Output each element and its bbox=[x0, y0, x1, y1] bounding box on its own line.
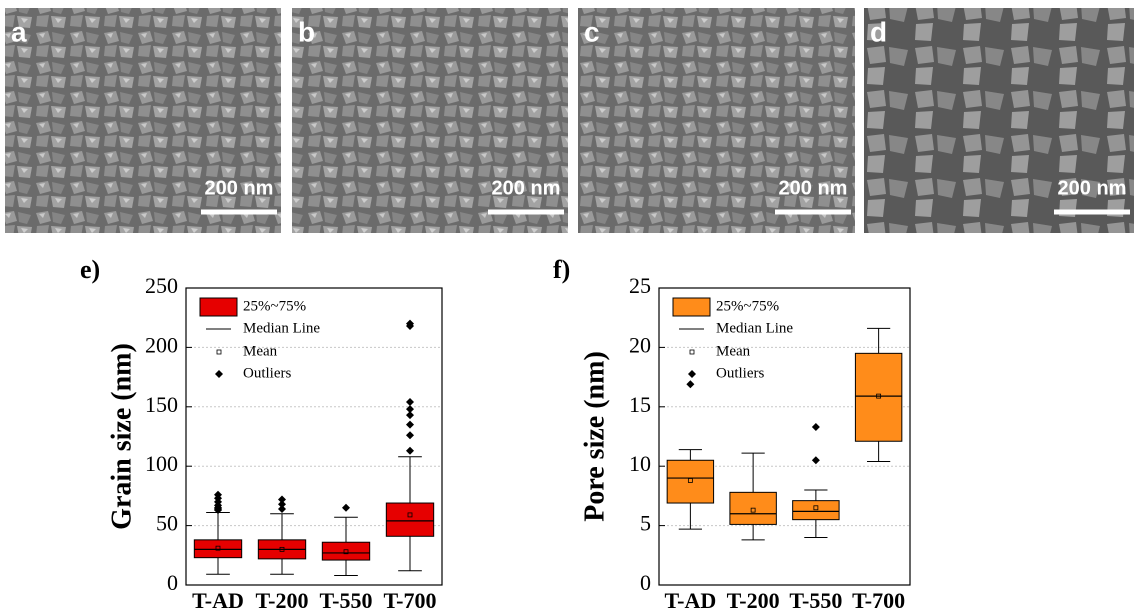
legend-outlier bbox=[688, 370, 696, 378]
y-tick-label: 0 bbox=[640, 570, 651, 595]
scale-bar-label: 200 nm bbox=[1058, 177, 1127, 199]
legend-label: 25%~75% bbox=[716, 298, 779, 314]
outlier bbox=[406, 319, 414, 328]
sem-image bbox=[5, 8, 281, 233]
outlier bbox=[406, 446, 414, 455]
outlier bbox=[811, 422, 820, 431]
mean bbox=[687, 478, 693, 483]
legend-label: Median Line bbox=[716, 320, 793, 336]
legend-label: Mean bbox=[716, 343, 751, 359]
sem-image bbox=[292, 8, 568, 233]
box bbox=[321, 541, 371, 561]
x-tick-label: T-700 bbox=[852, 588, 905, 613]
scale-bar-label: 200 nm bbox=[779, 177, 848, 199]
outlier bbox=[278, 495, 286, 504]
plot-frame bbox=[185, 287, 443, 586]
mean bbox=[813, 505, 819, 511]
y-tick-label: 10 bbox=[629, 451, 651, 476]
legend-outlier bbox=[215, 370, 223, 378]
panel-label: b bbox=[298, 16, 315, 47]
y-axis-title: Pore size (nm) bbox=[579, 351, 610, 522]
panel-label: c bbox=[584, 16, 600, 47]
legend-label: Outliers bbox=[716, 365, 764, 381]
panel-label: e) bbox=[80, 255, 100, 284]
mean bbox=[407, 512, 413, 518]
box bbox=[666, 459, 715, 504]
mean bbox=[876, 393, 882, 399]
panel-label: d bbox=[870, 16, 887, 47]
plot-frame bbox=[658, 287, 911, 586]
x-tick-label: T-AD bbox=[664, 588, 716, 613]
y-axis-title: Grain size (nm) bbox=[106, 343, 137, 530]
y-tick-label: 15 bbox=[629, 392, 651, 417]
x-tick-label: T-550 bbox=[789, 588, 842, 613]
y-tick-label: 150 bbox=[145, 392, 178, 417]
x-tick-label: T-200 bbox=[727, 588, 780, 613]
box bbox=[854, 352, 903, 442]
legend-mean bbox=[216, 349, 222, 355]
outlier bbox=[406, 431, 414, 440]
y-tick-label: 25 bbox=[629, 273, 651, 298]
scale-bar-label: 200 nm bbox=[205, 177, 274, 199]
outlier bbox=[686, 380, 695, 389]
mean bbox=[279, 546, 285, 552]
y-tick-label: 5 bbox=[640, 511, 651, 536]
box bbox=[385, 502, 435, 537]
legend-swatch bbox=[672, 297, 711, 317]
x-tick-label: T-700 bbox=[384, 588, 437, 613]
outlier bbox=[406, 411, 414, 420]
legend-label: Median Line bbox=[243, 320, 320, 336]
outlier bbox=[278, 500, 286, 509]
panel-label: a bbox=[11, 16, 27, 47]
mean bbox=[750, 507, 756, 513]
legend-swatch bbox=[199, 297, 238, 317]
outlier bbox=[811, 456, 820, 465]
y-tick-label: 100 bbox=[145, 451, 178, 476]
sem-image bbox=[578, 8, 855, 233]
x-tick-label: T-550 bbox=[320, 588, 373, 613]
y-tick-label: 250 bbox=[145, 273, 178, 298]
mean bbox=[343, 549, 349, 555]
y-tick-label: 50 bbox=[156, 511, 178, 536]
x-tick-label: T-AD bbox=[192, 588, 244, 613]
outlier bbox=[278, 504, 286, 513]
legend-mean bbox=[689, 349, 695, 355]
legend-label: Mean bbox=[243, 343, 278, 359]
outlier bbox=[406, 398, 414, 407]
outlier bbox=[342, 503, 350, 512]
x-tick-label: T-200 bbox=[256, 588, 309, 613]
legend-label: 25%~75% bbox=[243, 298, 306, 314]
mean bbox=[215, 545, 221, 551]
legend-label: Outliers bbox=[243, 365, 291, 381]
scale-bar-label: 200 nm bbox=[492, 177, 561, 199]
panel-label: f) bbox=[553, 255, 570, 284]
y-tick-label: 200 bbox=[145, 332, 178, 357]
y-tick-label: 0 bbox=[167, 570, 178, 595]
sem-image bbox=[864, 8, 1134, 233]
y-tick-label: 20 bbox=[629, 332, 651, 357]
outlier bbox=[214, 490, 222, 499]
outlier bbox=[406, 420, 414, 429]
outlier bbox=[406, 405, 414, 414]
